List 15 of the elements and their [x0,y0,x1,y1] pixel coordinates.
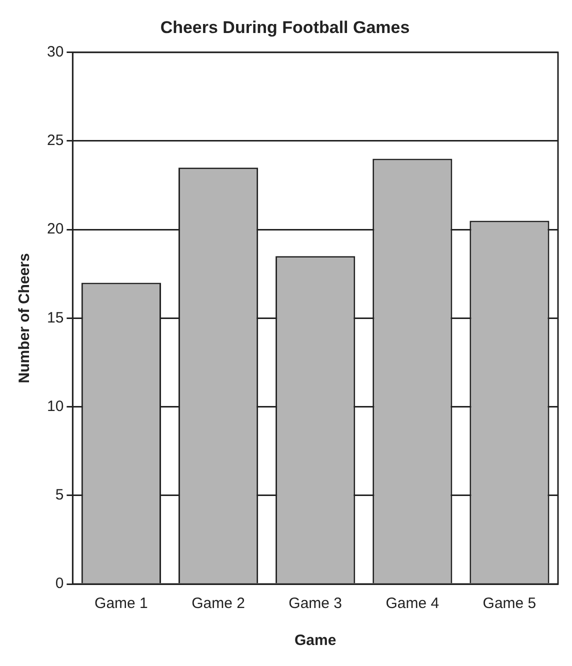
y-tick-label: 10 [46,398,64,415]
y-tick-label: 30 [46,44,64,61]
y-tick-label: 5 [55,486,64,504]
y-tick-label: 20 [46,220,64,238]
y-tick-label: 25 [46,132,64,150]
x-axis-title: Game [294,632,336,650]
y-tick-label: 15 [46,309,64,326]
x-tick-label: Game 3 [288,595,342,612]
x-tick-label: Game 1 [94,595,148,612]
x-tick-label: Game 4 [386,595,440,612]
y-tick-label: 0 [55,575,64,592]
y-axis-title: Number of Cheers [16,253,34,384]
chart-title: Cheers During Football Games [160,18,410,37]
x-tick-label: Game 5 [482,595,536,612]
x-tick-label: Game 2 [192,595,245,612]
